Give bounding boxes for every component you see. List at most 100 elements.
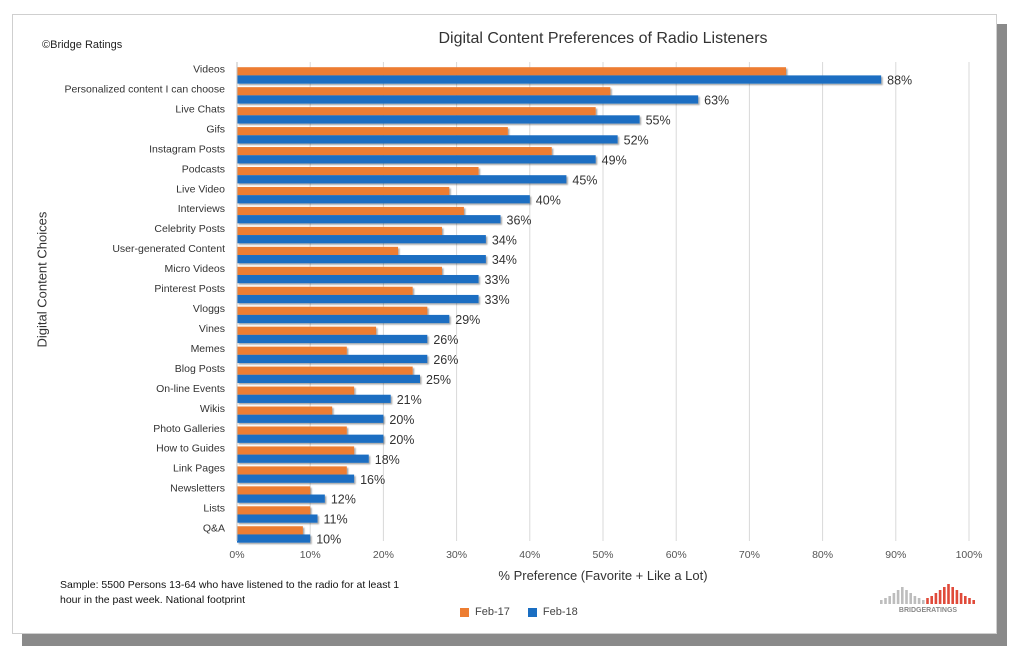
- category-label: Live Video: [176, 183, 225, 195]
- bar-feb18: [237, 75, 882, 84]
- bar-feb18: [237, 274, 479, 284]
- bar-feb18: [237, 534, 311, 543]
- logo-text: BRIDGERATINGS: [899, 607, 958, 614]
- logo-bar: [913, 596, 917, 604]
- bar-feb18: [237, 95, 699, 104]
- logo-bar: [901, 587, 904, 604]
- category-label: Live Chats: [175, 103, 225, 115]
- logo-bar: [938, 590, 942, 604]
- bar-feb17: [237, 107, 596, 116]
- bar-feb18: [237, 494, 325, 503]
- data-label: 11%: [324, 513, 348, 527]
- data-label: 16%: [360, 473, 385, 487]
- bar-feb17: [237, 147, 552, 156]
- bar-feb18: [237, 314, 450, 324]
- x-tick-label: 50%: [592, 549, 613, 561]
- bar-feb17: [237, 346, 347, 355]
- x-tick-label: 30%: [446, 549, 467, 561]
- category-label: Podcasts: [182, 163, 225, 175]
- bar-feb17: [237, 87, 611, 96]
- data-label: 40%: [536, 193, 561, 207]
- category-label: Interviews: [178, 203, 225, 215]
- category-label: Gifs: [206, 123, 225, 135]
- bar-feb18: [237, 135, 618, 144]
- data-label: 63%: [704, 94, 729, 108]
- bar-feb18: [237, 255, 486, 264]
- logo-bar: [888, 596, 891, 604]
- logo-bar: [943, 587, 946, 604]
- bar-feb17: [237, 306, 428, 315]
- x-tick-label: 60%: [666, 549, 687, 561]
- bar-feb18: [237, 175, 567, 184]
- legend-label-feb18: Feb-18: [542, 606, 578, 618]
- bar-feb17: [237, 266, 442, 275]
- legend-swatch-feb17: [460, 607, 469, 617]
- bar-feb17: [237, 226, 442, 236]
- data-label: 26%: [433, 353, 458, 367]
- data-label: 33%: [485, 293, 510, 307]
- bar-feb18: [237, 354, 428, 364]
- legend-swatch-feb18: [527, 607, 537, 617]
- category-label: Vloggs: [193, 303, 225, 315]
- data-label: 20%: [389, 433, 414, 447]
- bar-feb18: [237, 434, 384, 443]
- logo-bar: [934, 593, 938, 604]
- legend-label-feb17: Feb-17: [475, 606, 510, 618]
- bar-feb17: [237, 166, 479, 176]
- bar-feb18: [237, 215, 501, 224]
- x-tick-label: 70%: [739, 549, 760, 561]
- category-label: Celebrity Posts: [154, 223, 225, 235]
- bar-feb18: [237, 334, 428, 344]
- bar-feb18: [237, 374, 420, 383]
- bar-feb17: [237, 286, 413, 295]
- x-tick-label: 90%: [885, 549, 906, 561]
- category-label: Personalized content I can choose: [64, 83, 225, 95]
- category-label: Blog Posts: [175, 363, 225, 375]
- bar-feb18: [237, 514, 318, 523]
- logo-bar: [905, 590, 908, 604]
- x-tick-label: 0%: [229, 549, 244, 561]
- data-label: 29%: [455, 313, 480, 327]
- logo-bar: [959, 593, 963, 604]
- data-label: 88%: [887, 74, 912, 88]
- bar-feb17: [237, 67, 786, 76]
- bar-feb17: [237, 326, 377, 335]
- category-label: Vines: [199, 323, 225, 335]
- x-tick-label: 100%: [956, 549, 983, 561]
- category-label: Q&A: [203, 523, 225, 535]
- bar-feb17: [237, 466, 347, 475]
- logo-bar: [909, 593, 912, 604]
- x-tick-label: 80%: [812, 549, 833, 561]
- data-label: 36%: [507, 213, 532, 227]
- bar-feb18: [237, 394, 391, 403]
- logo-bar: [955, 590, 959, 604]
- logo-bar: [947, 584, 950, 604]
- category-label: User-generated Content: [112, 243, 225, 255]
- category-label: Micro Videos: [165, 263, 226, 275]
- logo-bar: [930, 596, 933, 604]
- data-label: 33%: [485, 273, 510, 287]
- category-label: Pinterest Posts: [154, 283, 225, 295]
- bridge-ratings-logo: BRIDGERATINGS: [880, 584, 975, 614]
- bar-feb17: [237, 127, 508, 136]
- data-label: 20%: [389, 413, 414, 427]
- data-label: 34%: [492, 253, 517, 267]
- bar-feb18: [237, 155, 596, 164]
- bar-feb17: [237, 386, 355, 395]
- data-label: 10%: [316, 533, 341, 547]
- bar-feb17: [237, 246, 399, 256]
- bar-feb17: [237, 446, 355, 455]
- category-label: On-line Events: [156, 383, 225, 395]
- category-label: How to Guides: [156, 443, 225, 455]
- legend: Feb-17 Feb-18: [460, 606, 578, 618]
- bar-feb17: [237, 506, 311, 515]
- bar-feb17: [237, 206, 464, 216]
- data-label: 55%: [646, 114, 671, 128]
- data-label: 25%: [426, 373, 451, 387]
- logo-bar: [964, 596, 967, 604]
- logo-bar: [917, 598, 921, 604]
- category-label: Lists: [203, 503, 225, 515]
- data-label: 34%: [492, 233, 517, 247]
- category-label: Memes: [191, 343, 225, 355]
